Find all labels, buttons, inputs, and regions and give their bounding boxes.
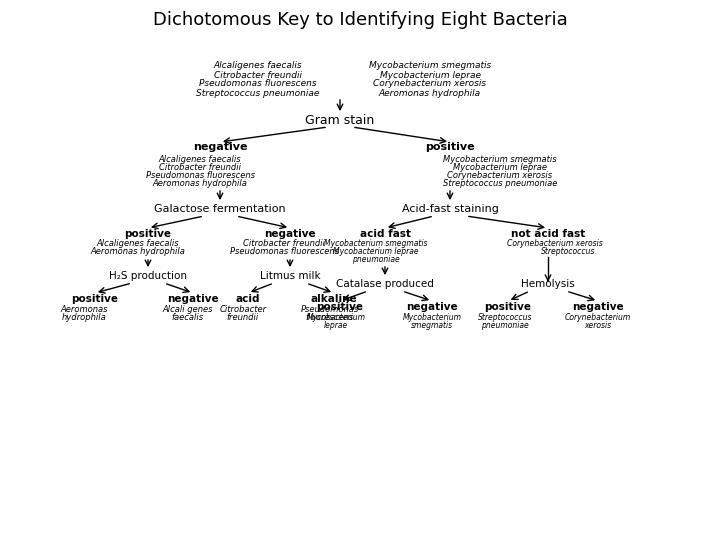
Text: negative: negative [264, 229, 316, 239]
Text: Mycobacterium leprae: Mycobacterium leprae [333, 247, 419, 256]
Text: Citrobacter freundii: Citrobacter freundii [159, 163, 241, 172]
Text: Mycobacterium leprae: Mycobacterium leprae [453, 163, 547, 172]
Text: pneumoniae: pneumoniae [352, 254, 400, 264]
Text: hydrophila: hydrophila [62, 314, 107, 322]
Text: Galactose fermentation: Galactose fermentation [154, 204, 286, 214]
Text: Streptococcus: Streptococcus [478, 314, 532, 322]
Text: Mycobacterium: Mycobacterium [307, 314, 366, 322]
Text: positive: positive [125, 229, 171, 239]
Text: Aeromonas hydrophila: Aeromonas hydrophila [379, 89, 481, 98]
Text: Alcali genes: Alcali genes [163, 306, 213, 314]
Text: negative: negative [167, 294, 219, 304]
Text: Pseudomonas fluorescens: Pseudomonas fluorescens [230, 247, 338, 256]
Text: positive: positive [317, 302, 364, 312]
Text: Citrobacter freundii: Citrobacter freundii [243, 240, 325, 248]
Text: Streptococcus pneumoniae: Streptococcus pneumoniae [443, 179, 557, 187]
Text: alkaline: alkaline [311, 294, 357, 304]
Text: Mycobacterium smegmatis: Mycobacterium smegmatis [369, 62, 491, 71]
Text: Litmus milk: Litmus milk [260, 271, 320, 281]
Text: not acid fast: not acid fast [511, 229, 585, 239]
Text: positive: positive [426, 142, 474, 152]
Text: acid fast: acid fast [359, 229, 410, 239]
Text: positive: positive [485, 302, 531, 312]
Text: Pseudomonas fluorescens: Pseudomonas fluorescens [145, 171, 254, 179]
Text: Dichotomous Key to Identifying Eight Bacteria: Dichotomous Key to Identifying Eight Bac… [153, 11, 567, 29]
Text: smegmatis: smegmatis [411, 321, 453, 330]
Text: Mycobacterium leprae: Mycobacterium leprae [379, 71, 480, 79]
Text: Corynebacterium: Corynebacterium [565, 314, 631, 322]
Text: Catalase produced: Catalase produced [336, 279, 434, 289]
Text: negative: negative [193, 142, 247, 152]
Text: Pseudomonas fluorescens: Pseudomonas fluorescens [199, 79, 317, 89]
Text: xerosis: xerosis [585, 321, 611, 330]
Text: acid: acid [235, 294, 260, 304]
Text: Gram stain: Gram stain [305, 113, 374, 126]
Text: Aeromonas: Aeromonas [60, 306, 108, 314]
Text: Pseudomonas: Pseudomonas [301, 306, 359, 314]
Text: Aeromonas hydrophila: Aeromonas hydrophila [153, 179, 248, 187]
Text: Corynebacterium xerosis: Corynebacterium xerosis [507, 240, 603, 248]
Text: Streptococcus pneumoniae: Streptococcus pneumoniae [197, 89, 320, 98]
Text: Mycobacterium smegmatis: Mycobacterium smegmatis [324, 240, 428, 248]
Text: Alcaligenes faecalis: Alcaligenes faecalis [214, 62, 302, 71]
Text: leprae: leprae [324, 321, 348, 330]
Text: Aeromonas hydrophila: Aeromonas hydrophila [91, 247, 186, 256]
Text: Corynebacterium xerosis: Corynebacterium xerosis [374, 79, 487, 89]
Text: Mycobacterium smegmatis: Mycobacterium smegmatis [444, 154, 557, 164]
Text: Streptococcus: Streptococcus [541, 247, 595, 256]
Text: pneumoniae: pneumoniae [481, 321, 529, 330]
Text: negative: negative [406, 302, 458, 312]
Text: Mycobacterium: Mycobacterium [402, 314, 462, 322]
Text: Hemolysis: Hemolysis [521, 279, 575, 289]
Text: Acid-fast staining: Acid-fast staining [402, 204, 498, 214]
Text: Alcaligenes faecalis: Alcaligenes faecalis [96, 240, 179, 248]
Text: positive: positive [71, 294, 119, 304]
Text: fluorescens: fluorescens [306, 314, 354, 322]
Text: Citrobacter freundii: Citrobacter freundii [214, 71, 302, 79]
Text: Citrobacter: Citrobacter [220, 306, 266, 314]
Text: H₂S production: H₂S production [109, 271, 187, 281]
Text: Alcaligenes faecalis: Alcaligenes faecalis [158, 154, 241, 164]
Text: faecalis: faecalis [172, 314, 204, 322]
Text: freundii: freundii [227, 314, 259, 322]
Text: Corynebacterium xerosis: Corynebacterium xerosis [447, 171, 552, 179]
Text: negative: negative [572, 302, 624, 312]
